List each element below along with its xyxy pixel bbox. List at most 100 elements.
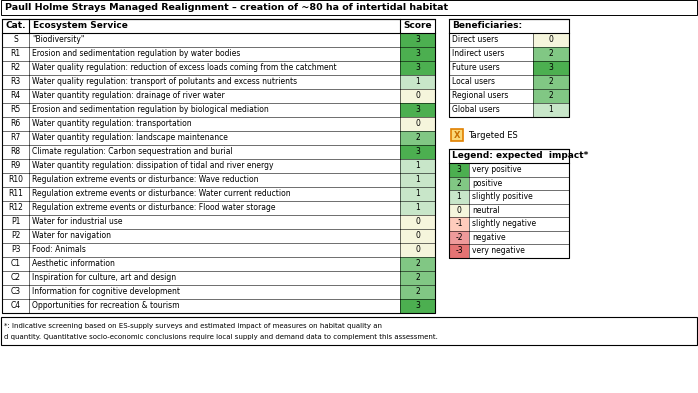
Text: very negative: very negative xyxy=(472,246,525,255)
Text: 2: 2 xyxy=(549,92,554,101)
Text: Cat.: Cat. xyxy=(6,22,26,31)
Bar xyxy=(2,33,400,47)
Text: 2: 2 xyxy=(415,274,420,283)
Text: Water quantity regulation: drainage of river water: Water quantity regulation: drainage of r… xyxy=(32,92,225,101)
Bar xyxy=(469,176,569,190)
Bar xyxy=(533,75,569,89)
Text: 2: 2 xyxy=(549,77,554,86)
Text: 3: 3 xyxy=(415,147,420,156)
Text: 0: 0 xyxy=(549,35,554,44)
Bar xyxy=(533,103,569,117)
Bar xyxy=(533,89,569,103)
Text: Regional users: Regional users xyxy=(452,92,508,101)
Bar xyxy=(449,190,469,204)
Bar xyxy=(1,317,697,345)
Bar xyxy=(400,257,435,271)
Bar xyxy=(449,149,569,257)
Bar xyxy=(29,19,400,33)
Text: Paull Holme Strays Managed Realignment – creation of ~80 ha of intertidal habita: Paull Holme Strays Managed Realignment –… xyxy=(5,3,448,12)
Bar xyxy=(400,103,435,117)
Text: Direct users: Direct users xyxy=(452,35,498,44)
Bar xyxy=(2,75,400,89)
Text: 2: 2 xyxy=(415,288,420,296)
Text: 0: 0 xyxy=(415,119,420,129)
Text: Water quantity regulation: dissipation of tidal and river energy: Water quantity regulation: dissipation o… xyxy=(32,162,274,171)
Text: R11: R11 xyxy=(8,189,23,198)
Bar xyxy=(400,229,435,243)
Bar xyxy=(2,229,400,243)
Bar xyxy=(2,215,400,229)
Bar xyxy=(2,173,400,187)
Bar xyxy=(400,243,435,257)
Text: -2: -2 xyxy=(455,233,463,242)
Bar xyxy=(400,33,435,47)
Text: 1: 1 xyxy=(549,105,554,114)
Text: S: S xyxy=(13,35,18,44)
Bar xyxy=(449,231,469,244)
Bar xyxy=(451,129,463,141)
Bar xyxy=(449,75,533,89)
Bar xyxy=(449,61,533,75)
Text: R6: R6 xyxy=(10,119,21,129)
Text: slightly positive: slightly positive xyxy=(472,192,533,201)
Bar xyxy=(533,61,569,75)
Text: 0: 0 xyxy=(415,217,420,226)
Text: C4: C4 xyxy=(10,301,20,310)
Text: d quantity. Quantitative socio-economic conclusions require local supply and dem: d quantity. Quantitative socio-economic … xyxy=(4,334,438,340)
Text: "Biodiversity": "Biodiversity" xyxy=(32,35,84,44)
Bar xyxy=(449,19,569,117)
Text: P3: P3 xyxy=(10,246,20,255)
Bar xyxy=(469,204,569,217)
Bar xyxy=(2,61,400,75)
Bar xyxy=(469,244,569,257)
Text: Beneficiaries:: Beneficiaries: xyxy=(452,22,522,31)
Bar xyxy=(2,257,400,271)
Bar xyxy=(2,243,400,257)
Text: 1: 1 xyxy=(415,77,420,86)
Bar xyxy=(2,117,400,131)
Text: 1: 1 xyxy=(415,189,420,198)
Bar xyxy=(449,217,469,231)
Bar xyxy=(449,103,533,117)
Text: R9: R9 xyxy=(10,162,21,171)
Bar xyxy=(449,163,469,176)
Bar xyxy=(449,89,533,103)
Bar xyxy=(400,285,435,299)
Text: Global users: Global users xyxy=(452,105,500,114)
Text: R10: R10 xyxy=(8,176,23,184)
Bar xyxy=(400,145,435,159)
Text: 3: 3 xyxy=(415,105,420,114)
Bar xyxy=(400,215,435,229)
Text: R2: R2 xyxy=(10,64,20,72)
Text: R7: R7 xyxy=(10,134,21,143)
Bar xyxy=(2,187,400,201)
Text: slightly negative: slightly negative xyxy=(472,219,536,228)
Bar xyxy=(400,89,435,103)
Bar xyxy=(1,0,697,15)
Bar xyxy=(2,299,400,313)
Bar xyxy=(400,47,435,61)
Text: very positive: very positive xyxy=(472,165,521,174)
Text: 0: 0 xyxy=(456,206,461,215)
Text: C2: C2 xyxy=(10,274,20,283)
Text: Water quality regulation: reduction of excess loads coming from the catchment: Water quality regulation: reduction of e… xyxy=(32,64,336,72)
Text: 3: 3 xyxy=(415,64,420,72)
Bar xyxy=(533,33,569,47)
Text: Erosion and sedimentation regulation by biological mediation: Erosion and sedimentation regulation by … xyxy=(32,105,269,114)
Text: R12: R12 xyxy=(8,204,23,213)
Bar xyxy=(2,19,435,313)
Text: Climate regulation: Carbon sequestration and burial: Climate regulation: Carbon sequestration… xyxy=(32,147,232,156)
Bar xyxy=(469,231,569,244)
Text: Indirect users: Indirect users xyxy=(452,50,505,59)
Bar xyxy=(400,117,435,131)
Bar xyxy=(400,159,435,173)
Text: Legend: expected  impact*: Legend: expected impact* xyxy=(452,151,588,160)
Text: Water for industrial use: Water for industrial use xyxy=(32,217,123,226)
Text: Ecosystem Service: Ecosystem Service xyxy=(33,22,128,31)
Bar xyxy=(400,173,435,187)
Bar xyxy=(469,163,569,176)
Text: Local users: Local users xyxy=(452,77,495,86)
Text: 0: 0 xyxy=(415,246,420,255)
Bar xyxy=(2,285,400,299)
Text: Food: Animals: Food: Animals xyxy=(32,246,86,255)
